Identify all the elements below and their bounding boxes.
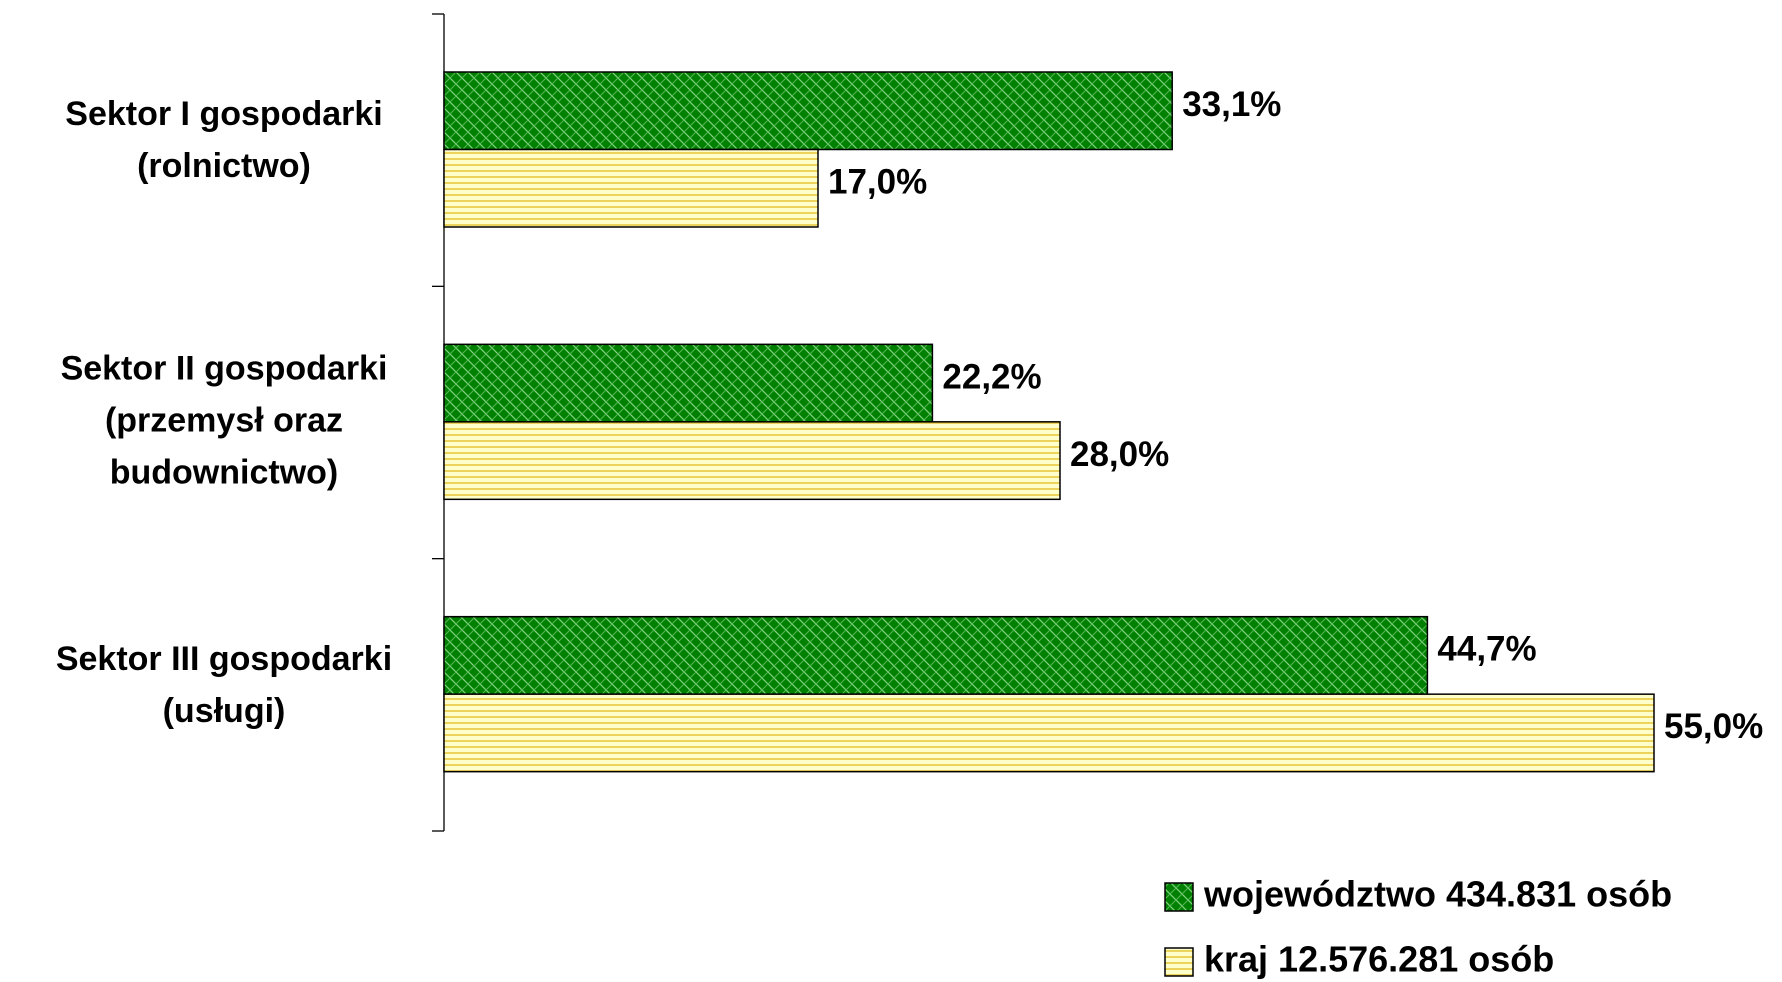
bar <box>443 71 1173 151</box>
bar <box>443 615 1429 695</box>
bar <box>443 693 1655 773</box>
value-label: 22,2% <box>942 357 1041 396</box>
value-label: 17,0% <box>828 163 927 202</box>
value-label: 33,1% <box>1182 85 1281 124</box>
value-label: 28,0% <box>1070 435 1169 474</box>
category-label: Sektor I gospodarki (rolnictwo) <box>65 95 382 185</box>
bar <box>443 421 1061 501</box>
legend-swatch <box>1164 882 1194 912</box>
value-label: 55,0% <box>1664 707 1763 746</box>
legend-label: województwo 434.831 osób <box>1203 874 1672 915</box>
bar <box>443 343 934 423</box>
category-label: Sektor II gospodarki (przemysł oraz budown… <box>61 349 388 491</box>
bar <box>443 148 819 228</box>
legend-label: kraj 12.576.281 osób <box>1204 939 1554 980</box>
category-label: Sektor III gospodarki (usługi) <box>56 640 392 730</box>
legend-swatch <box>1164 947 1194 977</box>
value-label: 44,7% <box>1437 630 1536 669</box>
